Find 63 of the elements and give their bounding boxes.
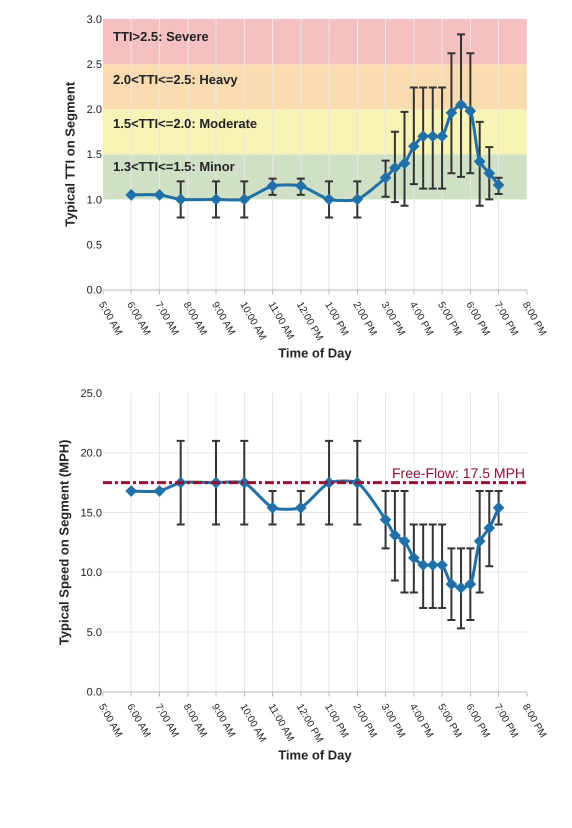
point [483,167,496,180]
y-tick-label: 5.0 [86,626,102,639]
annotation: 1.3<TTI<=1.5: Minor [113,159,235,174]
point [492,502,504,514]
point [417,559,430,571]
y-tick-label: 1.0 [86,194,102,206]
point [446,106,458,119]
point [426,559,439,571]
point [398,157,410,170]
point [408,552,420,564]
point [380,172,392,184]
point [380,514,392,526]
point [446,578,458,590]
y-axis-title: Typical TTI on Segment [62,81,78,227]
point [417,130,430,142]
y-tick-label: 2.0 [86,104,102,116]
point [238,194,250,206]
point [323,194,335,206]
point [154,485,166,497]
y-tick-label: 3.0 [86,14,102,26]
point [125,189,138,201]
y-tick-label: 1.5 [86,149,102,162]
point [464,578,476,590]
point [398,535,410,548]
point [266,180,278,192]
y-tick-label: 10.0 [80,567,102,580]
annotation: 1.5<TTI<=2.0: Moderate [113,116,258,131]
y-tick-label: 25.0 [80,388,102,400]
annotation: TTI>2.5: Severe [113,29,209,44]
y-tick-label: 0.5 [86,239,102,252]
point [294,180,307,192]
point [426,130,439,142]
y-tick-label: 20.0 [80,448,102,460]
y-tick-label: 2.5 [86,58,102,71]
annotation: 2.0<TTI<=2.5: Heavy [113,72,238,87]
point [455,582,467,594]
point [483,522,496,534]
y-tick-label: 0.0 [86,284,102,296]
point [351,194,364,206]
point [464,105,476,117]
x-tick-label: 4:00 PM [406,702,436,740]
point [474,156,486,168]
point [154,189,166,201]
point [389,162,401,174]
x-tick-label: 4:00 PM [406,300,436,338]
point [125,485,138,497]
point [389,529,401,542]
y-tick-label: 0.0 [86,686,102,698]
x-axis-title: Time of Day [278,747,352,762]
point [436,130,448,142]
point [408,140,420,152]
y-tick-label: 15.0 [80,507,102,520]
point [455,98,467,111]
y-axis-title: Typical Speed on Segment (MPH) [56,440,72,646]
point [474,535,486,548]
point [174,194,187,206]
point [210,194,222,206]
point [436,559,448,571]
point [266,502,278,514]
x-axis-title: Time of Day [278,345,352,360]
point [492,179,504,191]
ref-line-label: Free-Flow: 17.5 MPH [392,465,526,481]
point [294,502,307,514]
